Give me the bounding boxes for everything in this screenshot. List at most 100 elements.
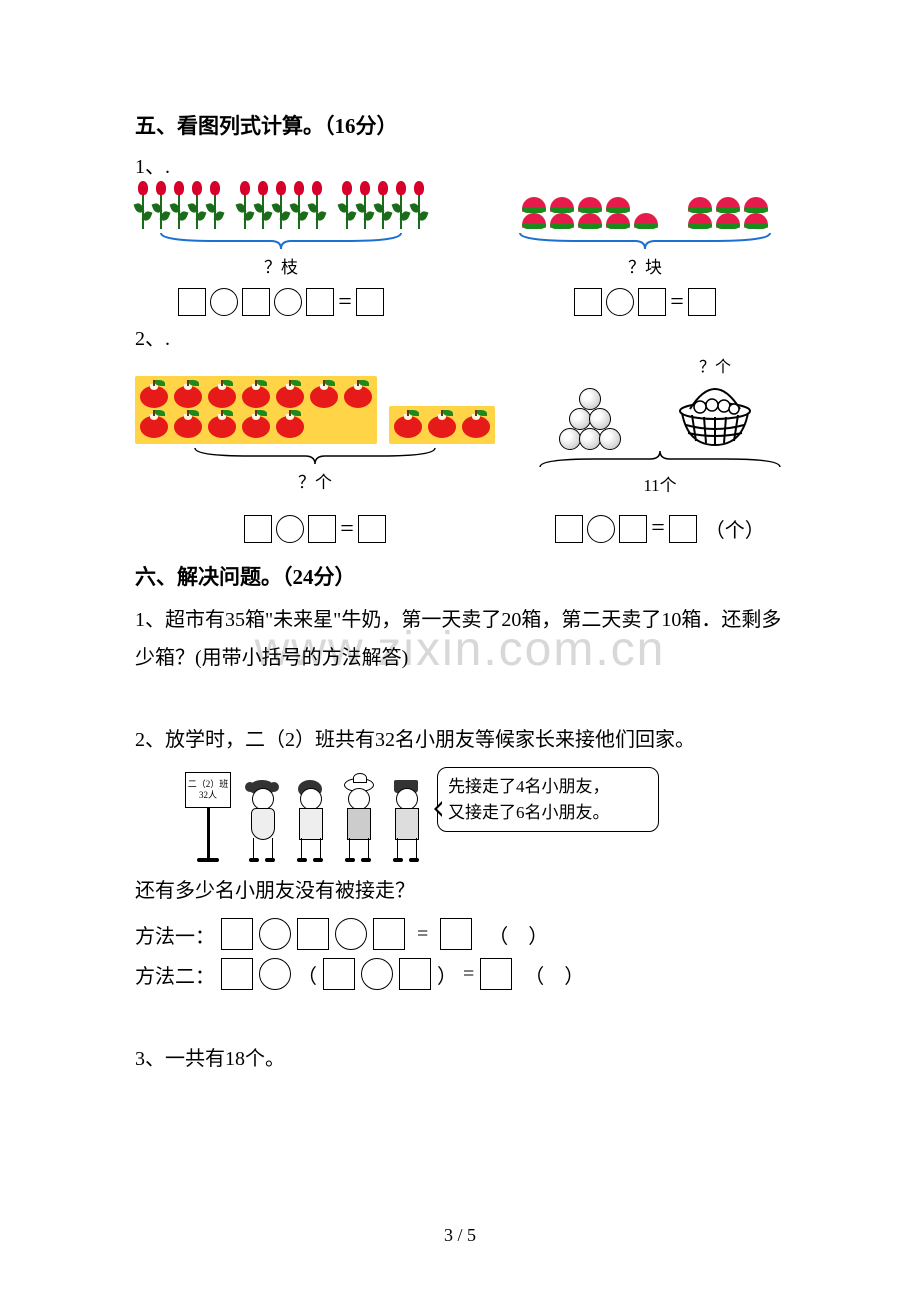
section5-row2: ？个 = ？个 [135, 353, 785, 543]
speech-line1: 先接走了4名小朋友， [448, 774, 648, 800]
ball-row [560, 429, 620, 449]
apple-block [135, 376, 377, 444]
rose-group [339, 181, 427, 229]
operator-circle [335, 918, 367, 950]
sign-post [207, 808, 210, 858]
unit-blank: （ ） [488, 920, 548, 949]
blank-box [358, 515, 386, 543]
blank-box [555, 515, 583, 543]
equals-sign: = [463, 963, 474, 986]
watermelons-brace-label: ？块 [628, 253, 662, 278]
ball-pyramid [560, 389, 620, 449]
rose-group [237, 181, 325, 229]
apples-equation: = [244, 515, 386, 543]
brace-icon [535, 451, 785, 471]
page-content: 五、看图列式计算。（16分） 1、. ？枝 = [0, 0, 920, 1078]
blank-box [440, 918, 472, 950]
blank-box [669, 515, 697, 543]
operator-circle [274, 288, 302, 316]
blank-box [178, 288, 206, 316]
method1-line: 方法一： = （ ） [135, 918, 785, 950]
roses-equation: = [178, 288, 384, 316]
operator-circle [210, 288, 238, 316]
apple-block [389, 406, 495, 444]
operator-circle [276, 515, 304, 543]
section5-heading: 五、看图列式计算。（16分） [135, 110, 785, 140]
section5-row1: ？枝 = [135, 181, 785, 316]
sign-base [197, 858, 219, 862]
section5-item2-label: 2、. [135, 322, 785, 351]
blank-box [297, 918, 329, 950]
unit-label: （个） [705, 514, 765, 543]
apple-row [137, 410, 375, 440]
brace-icon [190, 446, 440, 468]
operator-circle [361, 958, 393, 990]
wm-row [522, 197, 658, 213]
operator-circle [606, 288, 634, 316]
method1-label: 方法一： [135, 920, 215, 949]
blank-box [638, 288, 666, 316]
blank-box [242, 288, 270, 316]
blank-box [480, 958, 512, 990]
speech-line2: 又接走了6名小朋友。 [448, 800, 648, 826]
equals-sign: = [670, 289, 684, 316]
section6-heading: 六、解决问题。（24分） [135, 561, 785, 591]
total-label: 11个 [643, 471, 676, 496]
kid-icon [293, 774, 327, 862]
blank-box [399, 958, 431, 990]
equals-sign: = [338, 289, 352, 316]
blank-box [323, 958, 355, 990]
q2-lead: 2、放学时，二（2）班共有32名小朋友等候家长来接他们回家。 [135, 721, 785, 759]
kids-illustration: 二（2）班 32人 先接走了4名小朋友， 又接走了6名小朋友。 [185, 767, 785, 862]
operator-circle [259, 958, 291, 990]
signpost: 二（2）班 32人 [185, 772, 231, 862]
blank-box [221, 918, 253, 950]
wm-row [688, 197, 768, 213]
open-paren: （ [297, 960, 317, 989]
blank-box [306, 288, 334, 316]
operator-circle [587, 515, 615, 543]
q2-ask: 还有多少名小朋友没有被接走？ [135, 872, 785, 910]
blank-box [356, 288, 384, 316]
sign-line1: 二（2）班 [186, 779, 230, 790]
blank-box [688, 288, 716, 316]
basket: ？个 [670, 353, 760, 449]
wm-row [688, 213, 768, 229]
q1-text: 1、超市有35箱"未来星"牛奶，第一天卖了20箱，第二天卖了10箱．还剩多少箱？… [135, 601, 785, 677]
section5-item1-label: 1、. [135, 150, 785, 179]
brace-icon [156, 231, 406, 253]
watermelons-equation: = [574, 288, 716, 316]
kid-icon [245, 774, 279, 862]
basket-label: ？个 [699, 353, 731, 377]
blank-box [308, 515, 336, 543]
blank-box [619, 515, 647, 543]
sign-line2: 32人 [186, 790, 230, 801]
kid-icon [341, 774, 375, 862]
apples-figure: ？个 = [135, 376, 495, 543]
apple-row [391, 410, 493, 440]
pyramid-basket-figure: ？个 11个 [535, 353, 785, 543]
ball-row [570, 409, 610, 429]
brace-icon [515, 231, 775, 253]
class-sign: 二（2）班 32人 [185, 772, 231, 808]
method2-line: 方法二： （ ） = （ ） [135, 958, 785, 990]
blank-box [373, 918, 405, 950]
q3-text: 3、一共有18个。 [135, 1040, 785, 1078]
watermelons-figure: ？块 = [515, 197, 775, 316]
roses-figure: ？枝 = [135, 181, 427, 316]
method2-label: 方法二： [135, 960, 215, 989]
close-paren: ） [437, 960, 457, 989]
roses-brace-label: ？枝 [264, 253, 298, 278]
basket-equation: = （个） [555, 514, 765, 543]
blank-box [574, 288, 602, 316]
apples-brace-label: ？个 [298, 468, 332, 493]
kid-icon [389, 774, 423, 862]
equals-sign: = [651, 515, 665, 542]
operator-circle [259, 918, 291, 950]
wm-row [522, 213, 658, 229]
rose-group [135, 181, 223, 229]
speech-bubble: 先接走了4名小朋友， 又接走了6名小朋友。 [437, 767, 659, 832]
page-footer: 3 / 5 [0, 1225, 920, 1246]
basket-icon [670, 379, 760, 449]
ball-row [580, 389, 600, 409]
